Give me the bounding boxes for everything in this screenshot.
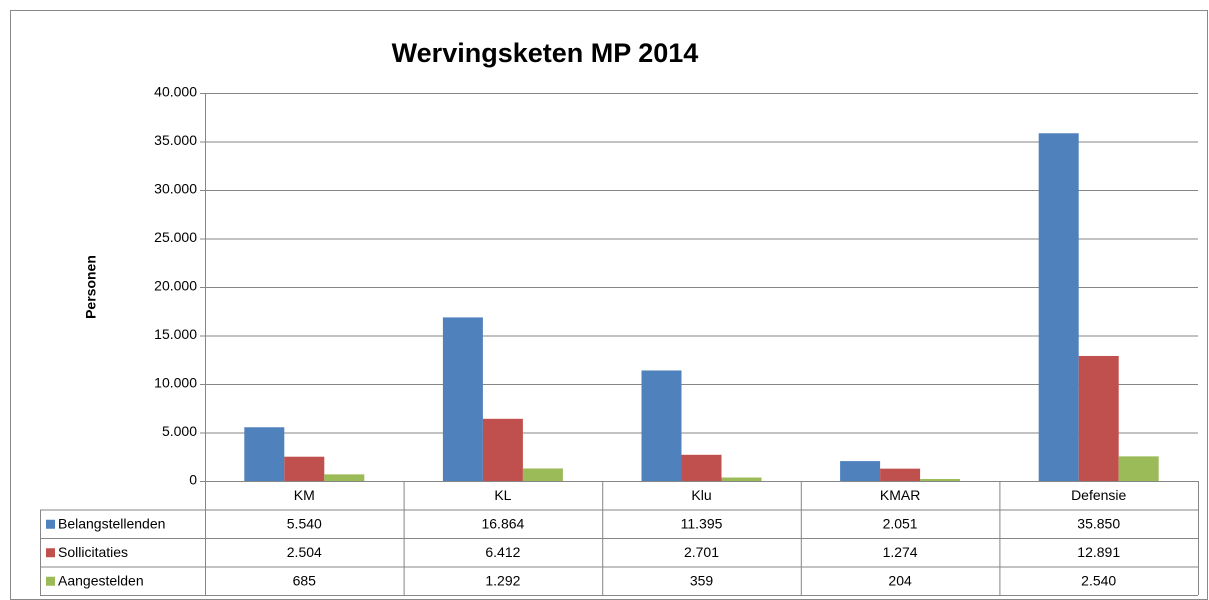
table-value: 6.412: [485, 544, 520, 560]
table-value: 5.540: [287, 515, 322, 531]
table-value: 2.504: [287, 544, 322, 560]
y-axis-label: Personen: [83, 255, 99, 319]
bar: [284, 456, 325, 481]
x-tick-label: Klu: [691, 487, 711, 503]
table-value: 2.051: [883, 515, 918, 531]
legend-swatch: [46, 576, 55, 586]
legend-swatch: [46, 519, 55, 529]
bar: [641, 370, 682, 481]
table-value: 204: [888, 572, 912, 588]
bar: [324, 474, 365, 481]
bar: [840, 461, 881, 481]
y-tick-label: 15.000: [154, 326, 197, 342]
legend-swatch: [46, 548, 55, 558]
x-tick-label: Defensie: [1071, 487, 1126, 503]
y-tick-label: 5.000: [162, 423, 197, 439]
y-tick-label: 35.000: [154, 132, 197, 148]
legend-label: Sollicitaties: [58, 544, 128, 560]
legend-label: Aangestelden: [58, 572, 144, 588]
bar: [1078, 355, 1119, 481]
table-value: 2.540: [1081, 572, 1116, 588]
table-value: 2.701: [684, 544, 719, 560]
table-value: 12.891: [1077, 544, 1120, 560]
table-value: 11.395: [681, 515, 723, 531]
bar: [522, 468, 563, 481]
bar: [1118, 456, 1159, 481]
table-value: 1.274: [883, 544, 918, 560]
x-tick-label: KM: [294, 487, 315, 503]
table-value: 359: [690, 572, 714, 588]
bar: [442, 317, 483, 481]
x-tick-label: KMAR: [880, 487, 920, 503]
bar: [482, 418, 523, 481]
bar: [920, 479, 961, 481]
bar: [681, 454, 722, 481]
chart-border: [10, 10, 1208, 600]
bar: [1038, 133, 1079, 481]
bar: [880, 468, 921, 481]
y-tick-label: 10.000: [154, 375, 197, 391]
y-tick-label: 25.000: [154, 229, 197, 245]
table-value: 1.292: [485, 572, 520, 588]
y-tick-label: 0: [189, 472, 197, 488]
x-tick-label: KL: [494, 487, 511, 503]
bar: [721, 477, 762, 481]
y-tick-label: 20.000: [154, 278, 197, 294]
table-value: 35.850: [1077, 515, 1120, 531]
y-tick-label: 30.000: [154, 181, 197, 197]
table-value: 685: [293, 572, 317, 588]
y-tick-label: 40.000: [154, 84, 197, 100]
bar: [244, 427, 285, 481]
legend-label: Belangstellenden: [58, 515, 165, 531]
chart-title: Wervingsketen MP 2014: [392, 38, 699, 68]
table-value: 16.864: [481, 515, 524, 531]
